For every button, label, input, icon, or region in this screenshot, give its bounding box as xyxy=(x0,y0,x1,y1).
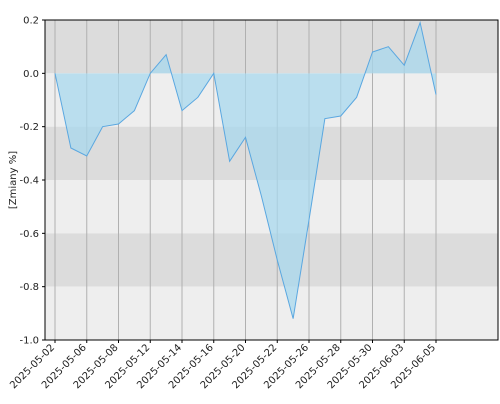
band xyxy=(45,286,498,340)
y-tick-label: 0.0 xyxy=(23,69,39,80)
y-tick-label: -1.0 xyxy=(19,336,39,347)
y-tick-label: -0.4 xyxy=(19,176,39,187)
area xyxy=(55,22,436,319)
y-axis-label: [Zmiany %] xyxy=(8,151,19,209)
y-tick-label: -0.8 xyxy=(19,282,39,293)
plot-frame xyxy=(44,19,499,341)
line xyxy=(54,20,437,319)
band xyxy=(45,233,498,287)
band xyxy=(45,20,498,74)
y-tick-label: 0.2 xyxy=(23,16,39,27)
y-tick-label: -0.2 xyxy=(19,122,39,133)
y-tick-label: -0.6 xyxy=(19,229,39,240)
